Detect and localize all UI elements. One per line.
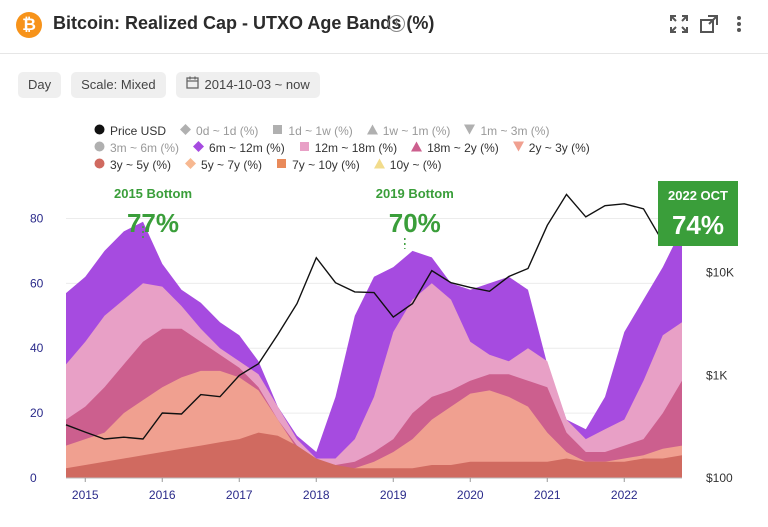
legend-circle-icon [94,124,105,138]
legend-triangle-icon [373,158,385,172]
legend-item[interactable]: 3y ~ 5y (%) [94,156,171,173]
legend-label: 5y ~ 7y (%) [201,157,263,172]
legend-item[interactable]: 6m ~ 12m (%) [193,139,285,156]
area-series [66,432,682,478]
scale-button[interactable]: Scale: Mixed [71,72,166,98]
legend-square-icon [272,124,283,138]
legend-diamond-icon [185,157,197,172]
legend-square-icon [276,158,287,172]
legend-label: Price USD [110,123,167,138]
legend-item[interactable]: 12m ~ 18m (%) [299,139,397,156]
annotation-value: 74% [672,210,724,240]
chart-header: ₿ Bitcoin: Realized Cap - UTXO Age Bands… [0,0,768,52]
legend-diamond-icon [193,140,205,155]
legend-circle-icon [94,158,105,172]
y-left-tick-label: 60 [30,276,44,290]
chart-legend: Price USD 0d ~ 1d (%) 1d ~ 1w (%) 1w ~ 1m (… [94,122,714,173]
legend-triangle-icon [411,141,423,155]
y-right-tick-label: $1K [706,368,727,382]
info-icon[interactable]: i [388,15,405,32]
legend-label: 6m ~ 12m (%) [209,140,285,155]
x-tick-label: 2021 [534,488,561,502]
popout-icon[interactable] [698,14,720,36]
legend-circle-icon [94,141,105,155]
x-tick-label: 2020 [457,488,484,502]
legend-label: 1d ~ 1w (%) [288,123,353,138]
legend-square-icon [299,141,310,155]
legend-label: 10y ~ (%) [389,157,442,172]
annotation-title: 2022 OCT [668,188,728,203]
annotation-title: 2019 Bottom [376,186,454,201]
y-left-tick-label: 80 [30,211,44,225]
y-right-tick-label: $100 [706,471,733,485]
legend-label: 1w ~ 1m (%) [382,123,451,138]
legend-item[interactable]: 10y ~ (%) [373,156,442,173]
annotation-title: 2015 Bottom [114,186,192,201]
legend-triangle-down-icon [464,124,476,138]
chart-title: Bitcoin: Realized Cap - UTXO Age Bands (… [53,13,435,33]
legend-row: Price USD 0d ~ 1d (%) 1d ~ 1w (%) 1w ~ 1m (… [94,122,714,139]
more-vert-icon[interactable] [728,14,750,36]
legend-item[interactable]: 5y ~ 7y (%) [185,156,262,173]
calendar-icon [185,72,199,98]
legend-row: 3m ~ 6m (%) 6m ~ 12m (%) 12m ~ 18m (%) 18m … [94,139,714,156]
legend-diamond-icon [180,123,192,138]
expand-icon[interactable] [668,14,690,36]
legend-label: 12m ~ 18m (%) [314,140,398,155]
legend-item[interactable]: 2y ~ 3y (%) [512,139,590,156]
date-range-button[interactable]: 2014-10-03 ~ now [175,72,320,98]
legend-label: 1m ~ 3m (%) [480,123,550,138]
header-divider [0,53,768,54]
legend-item[interactable]: 7y ~ 10y (%) [276,156,360,173]
legend-item[interactable]: 18m ~ 2y (%) [411,139,499,156]
date-range-label: 2014-10-03 ~ now [204,77,310,92]
y-left-tick-label: 20 [30,406,44,420]
y-left-tick-label: 0 [30,471,37,485]
legend-item[interactable]: Price USD [94,122,166,139]
legend-item[interactable]: 1m ~ 3m (%) [464,122,549,139]
legend-label: 0d ~ 1d (%) [196,123,259,138]
legend-triangle-icon [366,124,378,138]
legend-item[interactable]: 3m ~ 6m (%) [94,139,179,156]
legend-label: 7y ~ 10y (%) [292,157,360,172]
legend-row: 3y ~ 5y (%) 5y ~ 7y (%) 7y ~ 10y (%) 10y ~ … [94,156,714,173]
legend-label: 3m ~ 6m (%) [110,140,180,155]
annotation-value: 70% [389,208,441,238]
bitcoin-logo-icon: ₿ [16,12,42,38]
chart-plot: 0 20 40 60 80 $100 $1K $10K 2015 2016 2017 2018 2019… [30,181,738,502]
x-tick-label: 2015 [72,488,99,502]
price-line [65,193,683,440]
legend-label: 3y ~ 5y (%) [110,157,172,172]
legend-label: 18m ~ 2y (%) [427,140,499,155]
legend-triangle-down-icon [512,141,524,155]
y-right-tick-label: $10K [706,266,734,280]
legend-label: 2y ~ 3y (%) [528,140,590,155]
x-tick-label: 2017 [226,488,253,502]
interval-label: Day [28,77,52,92]
annotation-value: 77% [127,208,179,238]
chart-toolbar: Day Scale: Mixed 2014-10-03 ~ now [18,72,320,98]
annotation-box [658,181,738,246]
y-left-tick-label: 40 [30,341,44,355]
scale-label: Scale: Mixed [81,77,156,92]
x-tick-label: 2018 [303,488,330,502]
x-tick-label: 2022 [611,488,638,502]
legend-item[interactable]: 1d ~ 1w (%) [272,122,353,139]
x-tick-label: 2019 [380,488,407,502]
interval-button[interactable]: Day [18,72,62,98]
legend-item[interactable]: 0d ~ 1d (%) [180,122,258,139]
x-tick-label: 2016 [149,488,176,502]
legend-item[interactable]: 1w ~ 1m (%) [366,122,451,139]
